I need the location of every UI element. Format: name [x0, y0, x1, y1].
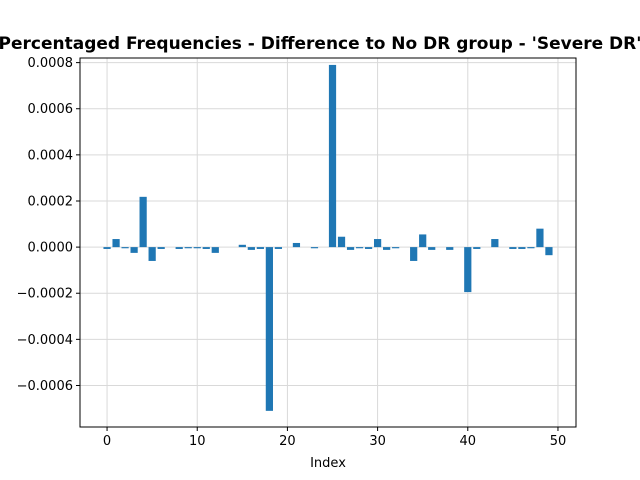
- x-tick-label: 0: [103, 434, 111, 449]
- y-tick-label: 0.0008: [28, 56, 74, 71]
- bar: [536, 228, 544, 248]
- bars: [103, 64, 553, 411]
- bar: [202, 247, 210, 249]
- y-tick-label: 0.0000: [28, 241, 74, 256]
- bar: [112, 239, 120, 248]
- bar: [518, 247, 526, 249]
- bar: [373, 239, 382, 248]
- x-axis-ticks: 0 10 20 30 40 50: [103, 427, 566, 449]
- grid-lines: [80, 58, 576, 427]
- bar: [509, 247, 517, 249]
- bar: [392, 247, 400, 249]
- y-tick-label: 0.0002: [28, 194, 74, 209]
- bar: [238, 244, 246, 248]
- x-tick-label: 10: [189, 434, 206, 449]
- bar: [410, 247, 418, 261]
- x-axis-label: Index: [310, 456, 346, 471]
- bar: [346, 247, 355, 250]
- x-tick-label: 40: [460, 434, 477, 449]
- bar: [103, 247, 111, 249]
- bar: [464, 247, 472, 293]
- y-tick-label: −0.0002: [17, 287, 73, 302]
- bar: [328, 64, 337, 248]
- bar: [247, 247, 255, 250]
- chart-title: Percentaged Frequencies - Difference to …: [0, 34, 640, 54]
- bar: [274, 247, 283, 249]
- bar: [139, 196, 147, 248]
- bar: [121, 247, 129, 249]
- bar: [184, 247, 192, 249]
- bar: [256, 247, 264, 249]
- bar: [446, 247, 454, 250]
- y-tick-label: 0.0004: [28, 148, 74, 163]
- bar: [491, 239, 499, 248]
- bar: [364, 247, 373, 249]
- bar: [211, 247, 219, 253]
- bar: [130, 247, 138, 253]
- bar: [148, 247, 156, 261]
- bar: [428, 247, 436, 250]
- bar: [419, 234, 427, 248]
- bar: [157, 247, 165, 249]
- y-tick-label: −0.0004: [17, 333, 73, 348]
- bar: [383, 247, 391, 250]
- bar: [292, 242, 301, 248]
- bar: [527, 247, 535, 249]
- x-tick-label: 30: [369, 434, 386, 449]
- bar: [545, 247, 553, 256]
- plot-area-frame: [79, 57, 577, 428]
- bar: [355, 247, 364, 249]
- bar: [337, 236, 346, 248]
- bar: [473, 247, 481, 249]
- y-tick-label: 0.0006: [28, 102, 74, 117]
- y-axis-ticks: −0.0006 −0.0004 −0.0002 0.0000 0.0002 0.0004 0…: [17, 56, 80, 394]
- y-tick-label: −0.0006: [17, 379, 73, 394]
- x-tick-label: 20: [279, 434, 296, 449]
- bar: [175, 247, 183, 249]
- x-tick-label: 50: [550, 434, 567, 449]
- bar: [265, 247, 273, 411]
- bar: [193, 247, 201, 249]
- bar: [310, 247, 319, 249]
